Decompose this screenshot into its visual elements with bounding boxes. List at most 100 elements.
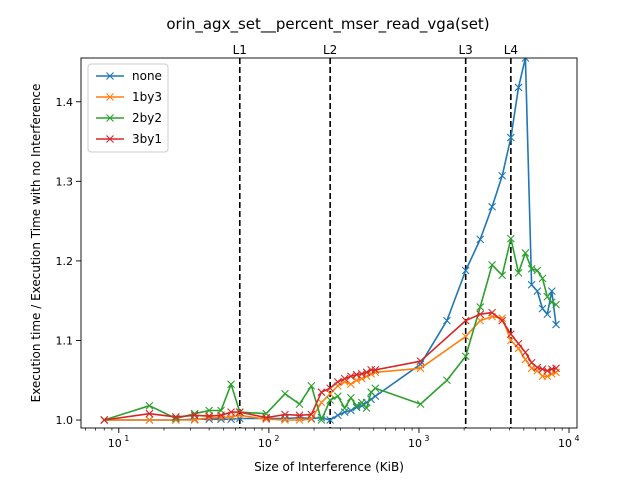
vline-layer: L1 L2 L3 L4: [233, 43, 518, 428]
data-point: [476, 235, 485, 244]
vline-label-l4: L4: [504, 43, 518, 57]
data-point: [326, 389, 335, 398]
data-point: [205, 406, 214, 415]
data-point: [521, 348, 530, 357]
data-point: [506, 234, 515, 243]
x-tick-label: 10: [558, 437, 572, 450]
data-point: [538, 365, 547, 374]
data-point: [461, 316, 470, 325]
data-point: [552, 320, 560, 329]
data-point: [145, 401, 154, 410]
data-point: [217, 411, 225, 420]
data-point: [317, 416, 326, 424]
data-point: [533, 266, 542, 275]
x-tick-exponent: 4: [574, 434, 579, 443]
data-point: [461, 266, 470, 275]
data-point: [476, 303, 485, 311]
x-tick-exponent: 3: [424, 434, 429, 443]
data-point: [281, 389, 289, 398]
y-tick-label: 1.0: [56, 414, 74, 427]
data-point: [488, 260, 496, 269]
legend-label-none: none: [132, 69, 162, 83]
vline-label-l3: L3: [459, 43, 473, 57]
data-point: [461, 352, 470, 361]
vline-label-l2: L2: [323, 43, 337, 57]
series-layer: [100, 58, 560, 424]
legend-item-1by3: 1by3: [96, 90, 162, 104]
data-point: [100, 416, 109, 424]
data-point: [498, 271, 507, 280]
x-tick-exponent: 1: [124, 434, 129, 443]
data-point: [416, 357, 425, 366]
vline-label-l1: L1: [233, 43, 247, 57]
data-point: [538, 274, 547, 283]
data-point: [514, 83, 523, 92]
axis-layer: 10 1 10 2 10 3 10 41.01.11.21.31.4: [56, 96, 580, 450]
data-point: [333, 411, 342, 420]
data-point: [357, 370, 366, 378]
data-point: [552, 300, 560, 309]
chart-title: orin_agx_set__percent_mser_read_vga(set): [166, 15, 489, 34]
plot-frame: [80, 57, 578, 429]
data-point: [506, 133, 515, 142]
data-point: [171, 412, 180, 421]
series-2by2: [100, 234, 560, 424]
data-point: [371, 366, 380, 374]
data-point: [506, 330, 515, 338]
data-point: [547, 298, 556, 307]
legend-box: [87, 63, 169, 153]
data-point: [317, 388, 326, 397]
legend-marker-2by2: [106, 114, 114, 122]
y-tick-label: 1.3: [56, 175, 74, 188]
data-point: [262, 413, 271, 422]
data-point: [307, 410, 316, 419]
legend-item-2by2: 2by2: [96, 111, 162, 125]
data-point: [416, 400, 425, 409]
data-point: [488, 202, 496, 211]
data-point: [295, 400, 304, 409]
data-point: [281, 416, 289, 424]
data-point: [488, 308, 496, 317]
data-point: [326, 416, 335, 424]
data-point: [347, 372, 355, 381]
data-point: [543, 310, 552, 319]
data-point: [326, 396, 335, 405]
data-point: [552, 364, 560, 373]
data-point: [333, 377, 342, 386]
data-point: [416, 364, 425, 373]
data-point: [543, 292, 552, 301]
data-point: [476, 310, 485, 319]
data-point: [347, 393, 355, 402]
y-axis-label: Execution time / Execution Time with no …: [29, 84, 43, 403]
y-tick-label: 1.2: [56, 255, 74, 268]
data-point: [527, 264, 536, 273]
data-point: [533, 287, 542, 296]
data-point: [347, 380, 355, 389]
data-point: [347, 406, 355, 415]
data-point: [235, 408, 244, 416]
legend-item-3by1: 3by1: [96, 132, 162, 146]
y-tick-label: 1.4: [56, 96, 74, 109]
data-point: [295, 411, 304, 420]
series-1by3: [100, 312, 560, 424]
data-point: [317, 398, 326, 407]
legend-marker-none: [106, 72, 114, 80]
data-point: [443, 376, 451, 385]
data-point: [227, 380, 235, 389]
data-point: [190, 411, 199, 420]
data-point: [521, 249, 530, 257]
data-point: [543, 372, 552, 381]
data-point: [227, 408, 235, 416]
data-point: [362, 368, 371, 377]
data-point: [498, 314, 507, 323]
data-point: [461, 332, 470, 341]
x-tick-label: 10: [108, 437, 122, 450]
data-point: [498, 171, 507, 180]
data-point: [514, 339, 523, 348]
data-point: [352, 376, 361, 385]
legend-marker-1by3: [106, 93, 114, 101]
legend-marker-3by1: [106, 135, 114, 143]
legend-label-3by1: 3by1: [132, 132, 162, 146]
legend-item-none: none: [96, 69, 162, 83]
x-tick-label: 10: [258, 437, 272, 450]
